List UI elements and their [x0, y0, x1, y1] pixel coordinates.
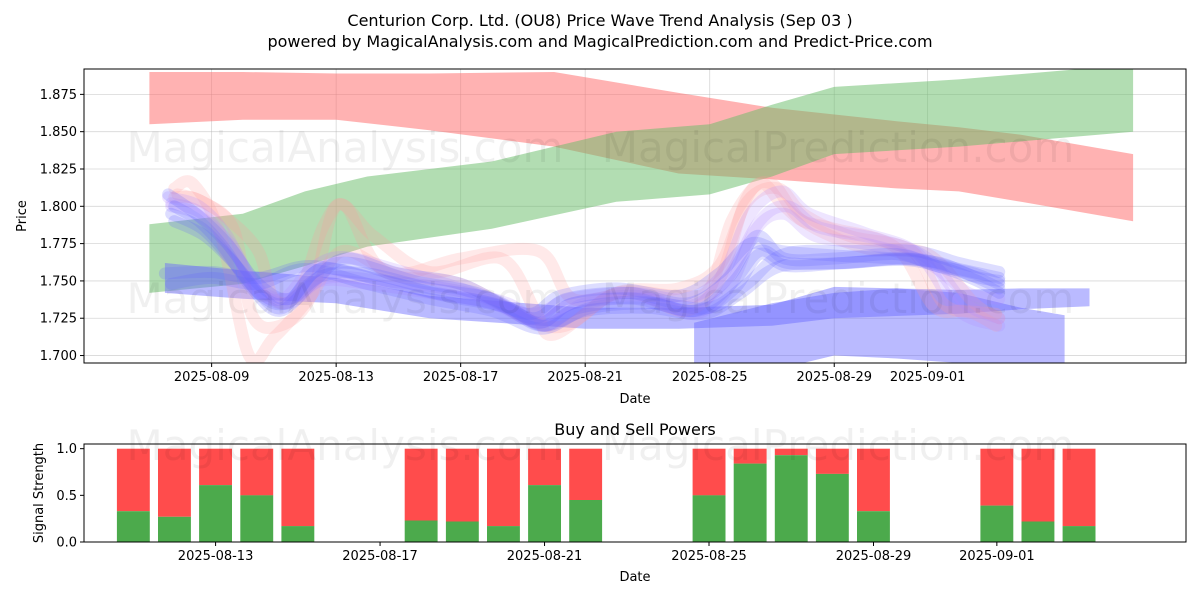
bottom-x-tick-label: 2025-08-29 [836, 549, 912, 564]
top-watermark-right: MagicalPrediction.com [602, 123, 1075, 172]
top-x-tick-label: 2025-08-09 [174, 370, 250, 385]
buy-power-bar [404, 520, 438, 542]
top-y-tick-label: 1.875 [40, 88, 77, 103]
bottom-x-tick-label: 2025-08-13 [178, 549, 254, 564]
sell-power-bar [404, 448, 438, 521]
bottom-y-tick-label: 0.5 [56, 489, 77, 504]
buy-power-bar [528, 485, 561, 542]
buy-power-bar [281, 526, 315, 542]
bottom-y-tick-label: 0.0 [56, 536, 77, 551]
wave-blue-1 [168, 200, 1006, 320]
wave-pink-3 [168, 175, 1006, 363]
bottom-x-tick-label: 2025-08-17 [342, 549, 418, 564]
wave-pink-1 [168, 177, 1003, 334]
buy-power-bar [857, 511, 890, 542]
sell-power-bar [857, 448, 890, 512]
band-green-long [149, 69, 1134, 293]
buy-power-bar [774, 455, 808, 542]
top-ylabel: Price [15, 200, 30, 232]
bottom-bars [116, 448, 1096, 542]
sell-power-bar [116, 448, 150, 512]
top-bands [149, 69, 1134, 363]
buy-power-bar [445, 521, 479, 542]
buy-power-bar [980, 505, 1014, 542]
band-blue-long [164, 263, 1090, 329]
top-y-tick-label: 1.725 [40, 312, 77, 327]
top-y-tick-label: 1.700 [40, 349, 77, 364]
sell-power-bar [1021, 448, 1055, 522]
bottom-x-tick-label: 2025-08-25 [671, 549, 747, 564]
bottom-y-tick-label: 1.0 [56, 442, 77, 457]
bottom-x-tick-label: 2025-08-21 [507, 549, 583, 564]
top-x-tick-label: 2025-08-29 [796, 370, 872, 385]
sell-power-bar [281, 448, 315, 527]
sell-power-bar [980, 448, 1014, 506]
buy-power-bar [158, 516, 191, 542]
wave-pink-2 [171, 181, 1003, 341]
wave-blue-4 [162, 188, 1006, 332]
bottom-x-tick-label: 2025-09-01 [959, 549, 1035, 564]
top-y-tick-label: 1.800 [40, 200, 77, 215]
wave-blue-6 [158, 244, 1006, 332]
top-y-tick-label: 1.750 [40, 274, 77, 289]
sell-power-bar [569, 448, 603, 500]
top-x-tick-label: 2025-08-13 [298, 370, 374, 385]
sell-power-bar [487, 448, 520, 527]
buy-power-bar [1021, 521, 1055, 542]
wave-blue-2 [165, 207, 1006, 325]
band-blue-bottom [694, 288, 1065, 363]
bottom-xlabel: Date [619, 570, 650, 585]
top-watermark-right-2: MagicalPrediction.com [602, 274, 1075, 323]
top-plot-frame [83, 68, 1187, 364]
sell-power-bar [445, 448, 479, 522]
top-x-tick-label: 2025-08-25 [672, 370, 748, 385]
bottom-watermark-left: MagicalAnalysis.com [127, 421, 564, 470]
bottom-watermark-right: MagicalPrediction.com [602, 421, 1075, 470]
top-y-tick-label: 1.825 [40, 162, 77, 177]
sell-power-bar [158, 448, 191, 517]
top-x-tick-label: 2025-09-01 [890, 370, 966, 385]
main-title: Centurion Corp. Ltd. (OU8) Price Wave Tr… [347, 11, 852, 30]
buy-power-bar [815, 473, 849, 542]
sell-power-bar [528, 448, 561, 486]
buy-power-bar [199, 485, 232, 542]
sell-power-bar [774, 448, 808, 456]
buy-power-bar [733, 463, 767, 542]
top-waves [158, 175, 1006, 363]
buy-power-bar [240, 495, 274, 542]
wave-blue-3 [168, 215, 1006, 329]
wave-purple-2 [165, 197, 1006, 329]
main-subtitle: powered by MagicalAnalysis.com and Magic… [267, 32, 932, 51]
sell-power-bar [692, 448, 726, 496]
bottom-axes: 2025-08-13 2025-08-17 2025-08-21 2025-08-25… [56, 442, 1034, 564]
wave-purple-1 [162, 185, 1006, 332]
bottom-ylabel: Signal Strength [32, 443, 47, 543]
bottom-plot-frame [83, 443, 1187, 543]
sell-power-bar [733, 448, 767, 464]
wave-purple-3 [165, 200, 1006, 332]
sell-power-bar [199, 448, 232, 486]
top-axes: 2025-08-09 2025-08-13 2025-08-17 2025-08-21… [40, 88, 966, 385]
buy-power-bar [1062, 526, 1096, 542]
top-x-tick-label: 2025-08-21 [547, 370, 623, 385]
top-y-tick-label: 1.850 [40, 125, 77, 140]
buy-power-bar [116, 511, 150, 542]
bottom-title: Buy and Sell Powers [554, 420, 716, 439]
wave-blue-5 [165, 252, 1006, 335]
top-y-tick-label: 1.775 [40, 237, 77, 252]
top-x-tick-label: 2025-08-17 [423, 370, 499, 385]
sell-power-bar [815, 448, 849, 474]
buy-power-bar [692, 495, 726, 542]
top-watermark-left: MagicalAnalysis.com [127, 123, 564, 172]
top-xlabel: Date [619, 392, 650, 407]
top-watermark-left-2: MagicalAnalysis.com [127, 274, 564, 323]
sell-power-bar [1062, 448, 1096, 527]
buy-power-bar [487, 526, 520, 542]
buy-power-bar [569, 500, 603, 542]
sell-power-bar [240, 448, 274, 496]
